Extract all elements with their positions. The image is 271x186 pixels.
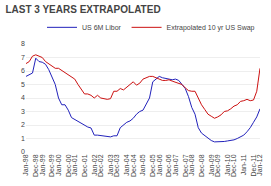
svg-text:US 6M Libor: US 6M Libor [82,24,122,31]
svg-text:Dec-06: Dec-06 [165,154,172,177]
svg-text:Jan-03: Jan-03 [107,154,114,176]
svg-text:Dec-99: Dec-99 [48,154,55,177]
svg-text:Jan-07: Jan-07 [172,154,179,176]
svg-text:4: 4 [21,94,25,101]
svg-text:Jan-02: Jan-02 [91,154,98,176]
svg-text:Jan-12: Jan-12 [256,154,263,176]
svg-text:Jan-01: Jan-01 [71,154,78,176]
svg-text:Dec-02: Dec-02 [97,154,104,177]
svg-text:Dec-00: Dec-00 [65,154,72,177]
svg-text:Jan-04: Jan-04 [123,154,130,176]
svg-text:Jan-06: Jan-06 [156,154,163,176]
svg-text:Dec-09: Dec-09 [214,154,221,177]
svg-text:Jan-05: Jan-05 [139,154,146,176]
svg-text:5: 5 [21,81,25,88]
svg-text:Dec-98: Dec-98 [32,154,39,177]
svg-text:Jan-11: Jan-11 [240,154,247,175]
svg-text:6: 6 [21,67,25,74]
svg-text:0: 0 [21,148,25,155]
svg-text:Jan-98: Jan-98 [22,154,29,176]
svg-text:Dec-05: Dec-05 [149,154,156,177]
svg-text:7: 7 [21,54,25,61]
svg-text:Dec-07: Dec-07 [182,154,189,177]
svg-text:LAST 3 YEARS EXTRAPOLATED: LAST 3 YEARS EXTRAPOLATED [5,4,160,15]
svg-text:Jan-00: Jan-00 [55,154,62,176]
svg-text:Jan-99: Jan-99 [39,154,46,176]
svg-text:Dec-04: Dec-04 [130,154,137,177]
svg-text:3: 3 [21,108,25,115]
svg-text:1: 1 [21,135,25,142]
svg-text:8: 8 [21,40,25,47]
svg-text:Jan-10: Jan-10 [224,154,231,176]
svg-text:Dec-08: Dec-08 [198,154,205,177]
svg-text:Jan-08: Jan-08 [188,154,195,176]
svg-text:Dec-10: Dec-10 [230,154,237,177]
svg-text:Dec-01: Dec-01 [81,154,88,177]
svg-text:Dec-03: Dec-03 [113,154,120,177]
svg-text:Jan-09: Jan-09 [208,154,215,176]
svg-text:Dec-11: Dec-11 [250,154,257,176]
svg-text:Extrapolated 10 yr US Swap: Extrapolated 10 yr US Swap [167,24,255,32]
svg-text:2: 2 [21,121,25,128]
